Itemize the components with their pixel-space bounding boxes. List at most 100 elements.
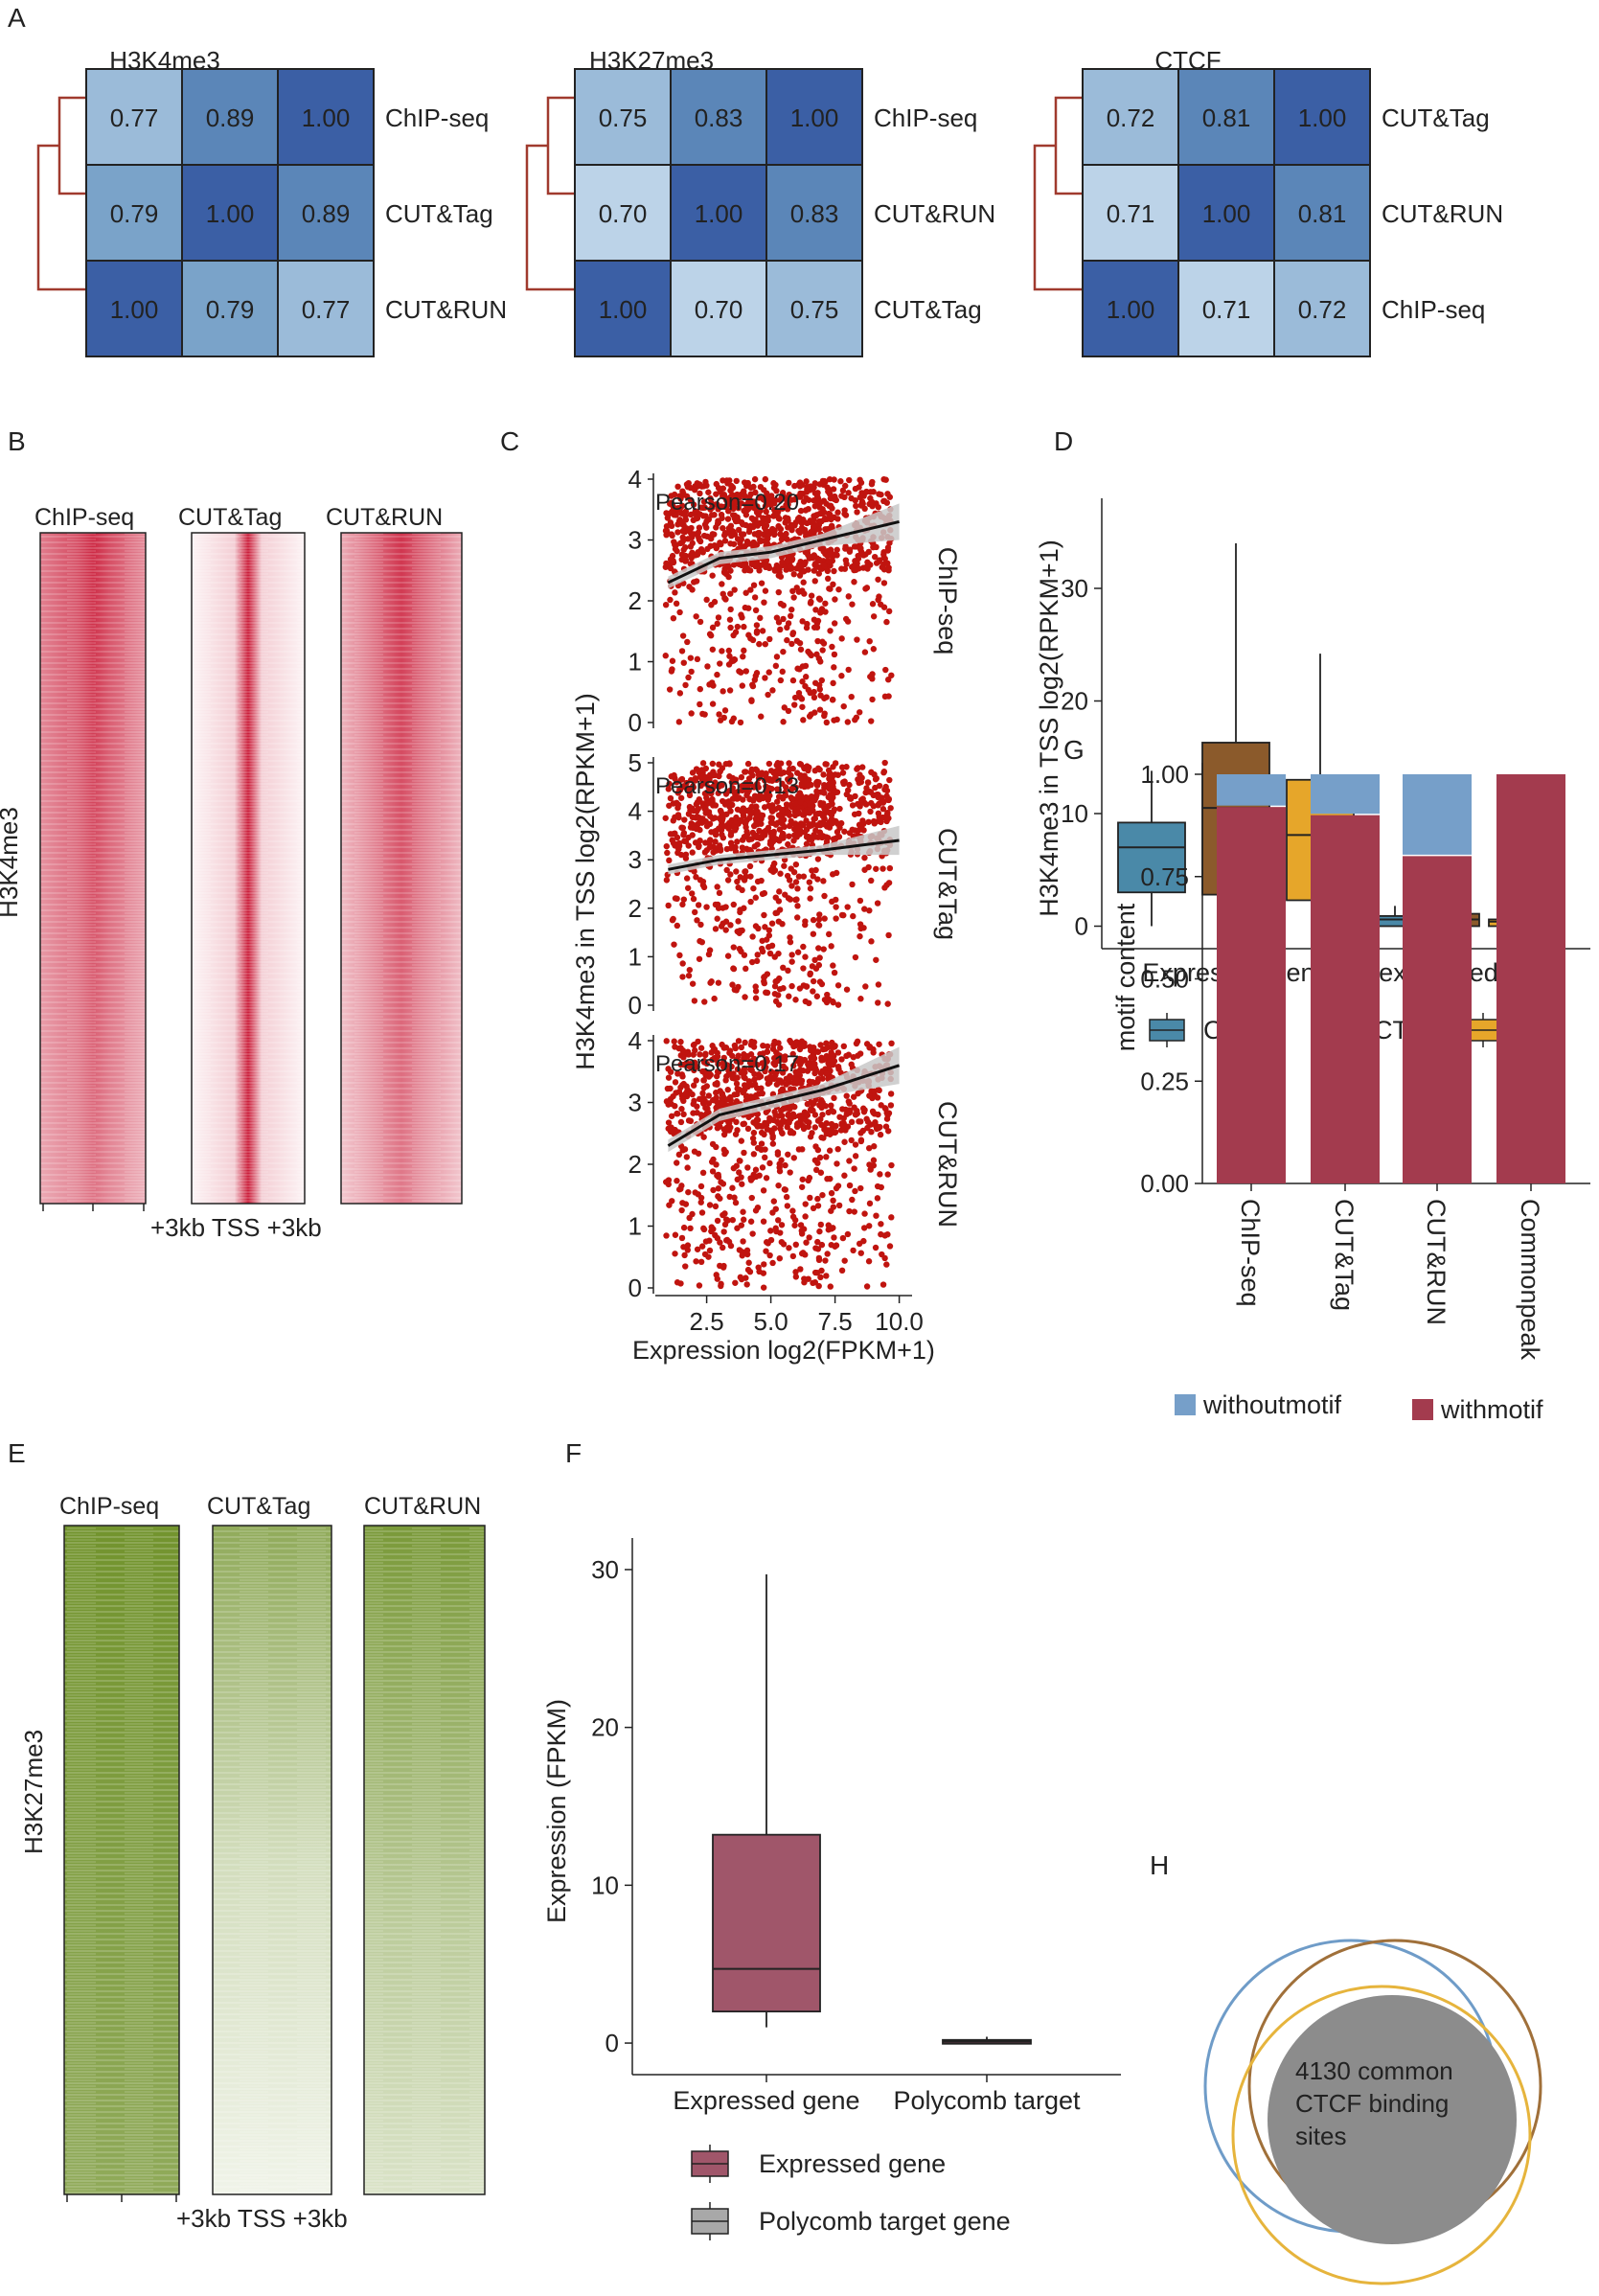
scatter-point: [730, 944, 737, 951]
scatter-point: [789, 631, 796, 638]
scatter-point: [682, 513, 689, 519]
scatter-point: [884, 547, 892, 554]
scatter-point: [851, 1104, 857, 1111]
scatter-point: [752, 766, 760, 773]
scatter-point: [770, 531, 778, 538]
scatter-point: [832, 1243, 838, 1250]
scatter-point: [871, 820, 878, 827]
scatter-point: [751, 1070, 758, 1078]
scatter-point: [663, 1179, 670, 1185]
scatter-point: [815, 1282, 822, 1290]
scatter-point: [857, 1050, 864, 1057]
scatter-point: [872, 1118, 879, 1126]
scatter-point: [802, 507, 810, 514]
scatter-point: [826, 585, 833, 592]
scatter-point: [760, 1270, 767, 1276]
scatter-point: [818, 1134, 825, 1141]
scatter-point: [838, 635, 845, 642]
scatter-point: [720, 590, 726, 597]
scatter-point: [670, 915, 676, 923]
scatter-point: [676, 608, 683, 616]
scatter-point: [763, 1175, 770, 1182]
scatter-point: [822, 600, 829, 607]
scatter-point: [851, 563, 857, 569]
scatter-point: [811, 624, 818, 631]
scatter-point: [728, 1063, 735, 1070]
scatter-point: [681, 816, 688, 823]
scatter-point: [767, 1228, 774, 1234]
scatter-point: [875, 596, 881, 604]
scatter-point: [799, 703, 806, 710]
scatter-point: [709, 1168, 717, 1175]
scatter-point: [698, 938, 705, 946]
scatter-point: [712, 1081, 719, 1088]
scatter-point: [766, 1251, 773, 1259]
scatter-point: [791, 1222, 798, 1228]
scatter-point: [778, 1079, 786, 1086]
scatter-point: [710, 1156, 717, 1163]
scatter-point: [807, 971, 813, 978]
panel-b: H3K4me3 ChIP-seq CUT&Tag CUT&RUN +3kb TS…: [0, 504, 463, 1242]
scatter-point: [808, 652, 814, 659]
scatter-point: [742, 819, 748, 826]
scatter-point: [802, 548, 809, 556]
scatter-point: [797, 507, 805, 515]
scatter-point: [775, 1001, 783, 1008]
heatmap-value: 0.81: [1298, 199, 1347, 228]
heatmap-cell: [1082, 260, 1179, 357]
scatter-point: [674, 812, 682, 818]
scatter-point: [719, 782, 725, 789]
scatter-point: [780, 1117, 787, 1124]
scatter-point: [668, 1100, 674, 1108]
scatter-point: [721, 707, 729, 714]
scatter-point: [743, 1251, 751, 1258]
scatter-point: [682, 784, 690, 792]
scatter-point: [798, 524, 806, 532]
panel-b-xaxis: +3kb TSS +3kb: [150, 1213, 322, 1242]
scatter-point: [773, 1068, 780, 1075]
scatter-point: [743, 1281, 750, 1288]
scatter-point: [722, 799, 730, 806]
scatter-point: [722, 760, 730, 768]
scatter-point: [874, 1182, 881, 1190]
heatmap-row-label: CUT&Tag: [1382, 103, 1490, 132]
scatter-point: [764, 1043, 771, 1050]
scatter-point: [699, 710, 706, 718]
heatmap-cell: [670, 164, 767, 262]
scatter-point: [829, 898, 835, 906]
g-xtick-label: Commonpeak: [1516, 1199, 1544, 1361]
scatter-point: [672, 1251, 678, 1257]
scatter-point: [682, 851, 690, 859]
panel-e-ylabel: H3K27me3: [19, 1730, 48, 1854]
scatter-point: [816, 686, 823, 693]
scatter-point: [673, 600, 680, 608]
scatter-point: [868, 718, 875, 724]
scatter-point: [788, 640, 795, 648]
scatter-point: [804, 620, 811, 628]
scatter-point: [724, 953, 732, 959]
scatter-point: [695, 902, 702, 908]
scatter-point: [731, 1042, 739, 1049]
scatter-point: [754, 1062, 761, 1068]
scatter-point: [749, 682, 757, 690]
scatter-point: [732, 1131, 740, 1137]
scatter-point: [875, 1087, 881, 1093]
scatter-point: [734, 838, 741, 845]
scatter-point: [846, 1107, 853, 1114]
scatter-point: [767, 1236, 775, 1244]
scatter-point: [857, 897, 864, 905]
c-xlabel: Expression log2(FPKM+1): [632, 1336, 935, 1365]
panel-c-scatter: 0 1 2 3 4 Pearson=0.20 ChIP-seq 0 1 2 3 4 5 Pearson=0…: [571, 465, 962, 1365]
scatter-point: [669, 1198, 675, 1205]
dendrogram-branch: [57, 96, 86, 195]
scatter-point: [677, 794, 685, 801]
scatter-point: [678, 556, 685, 563]
scatter-point: [795, 804, 803, 812]
scatter-point: [806, 1234, 812, 1241]
scatter-point: [767, 815, 774, 821]
heatmap-value: 1.00: [695, 199, 743, 228]
scatter-point: [750, 504, 757, 511]
scatter-point: [762, 503, 769, 510]
scatter-point: [818, 1267, 825, 1274]
scatter-point: [679, 1200, 686, 1206]
